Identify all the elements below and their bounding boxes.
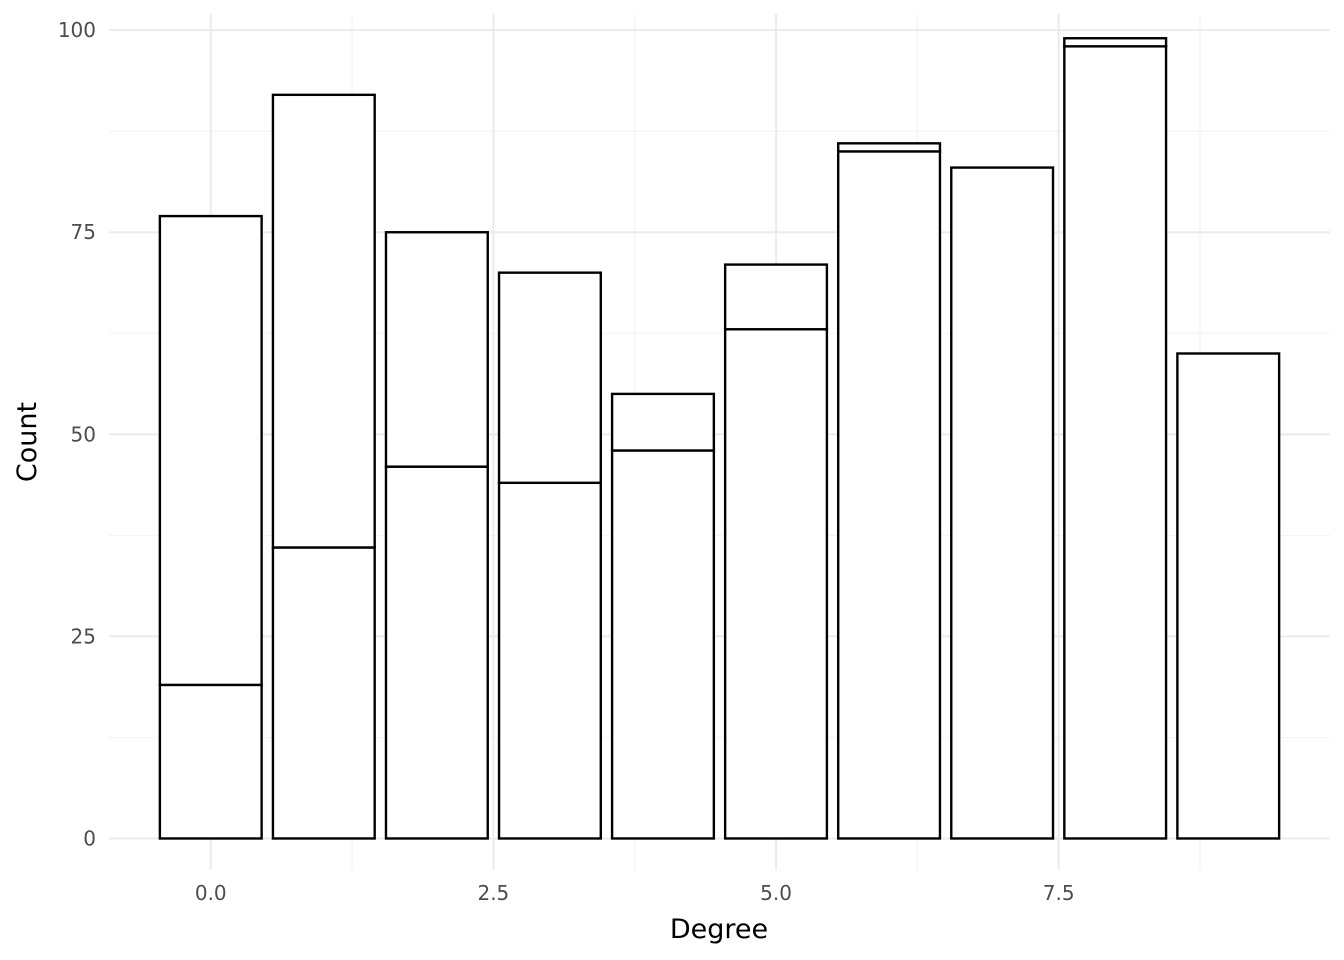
- bar-segment-8-1: [1063, 37, 1168, 48]
- bar-segment-5-0: [723, 328, 829, 840]
- y-tick-label: 0: [83, 826, 96, 850]
- y-axis-ticks: 0 25 50 75 100: [58, 18, 96, 850]
- bars-group: [158, 37, 1281, 840]
- y-tick-label: 100: [58, 18, 96, 42]
- bar-segment-4-0: [610, 449, 716, 840]
- bar-segment-2-0: [384, 465, 489, 840]
- x-tick-label: 2.5: [477, 881, 509, 905]
- bar-segment-1-1: [271, 93, 376, 549]
- x-tick-label: 7.5: [1043, 881, 1075, 905]
- x-tick-label: 5.0: [760, 881, 792, 905]
- bar-segment-1-0: [271, 546, 376, 840]
- y-tick-label: 50: [71, 422, 96, 446]
- bar-segment-2-1: [384, 231, 489, 468]
- bar-segment-0-1: [158, 214, 263, 687]
- bar-segment-9-0: [1176, 352, 1281, 840]
- bar-segment-8-0: [1063, 45, 1168, 840]
- x-axis-title: Degree: [670, 914, 768, 945]
- bar-segment-5-1: [723, 263, 829, 331]
- bar-segment-7-0: [950, 166, 1055, 840]
- x-tick-label: 0.0: [195, 881, 227, 905]
- y-axis-title: Count: [12, 402, 43, 482]
- bar-segment-6-1: [837, 142, 942, 153]
- bar-segment-3-1: [497, 271, 602, 485]
- bar-segment-3-0: [497, 481, 602, 840]
- y-tick-label: 75: [71, 220, 96, 244]
- bar-segment-6-0: [837, 150, 942, 840]
- y-tick-label: 25: [71, 624, 96, 648]
- bar-segment-4-1: [610, 392, 716, 452]
- bar-segment-0-0: [158, 683, 263, 840]
- x-axis-ticks: 0.0 2.5 5.0 7.5: [195, 881, 1075, 905]
